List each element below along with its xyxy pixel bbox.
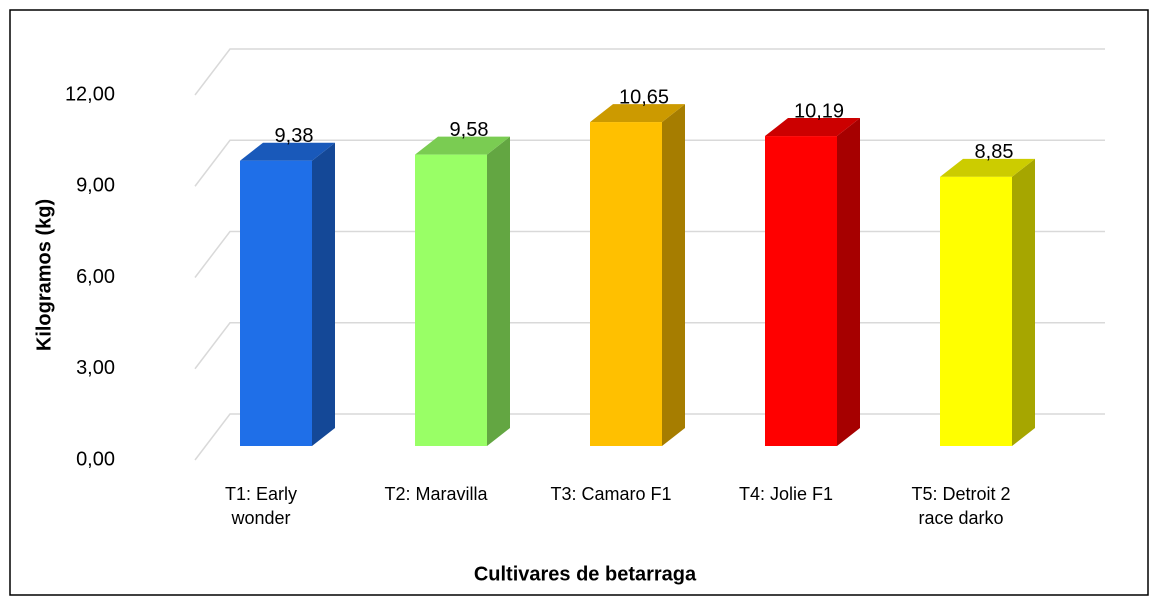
bar-side (662, 104, 685, 446)
bar-front (240, 160, 312, 447)
value-label: 8,85 (975, 141, 1014, 163)
x-tick-label: T3: Camaro F1 (550, 484, 672, 504)
bar-top (240, 142, 335, 161)
y-tick-label: 9,00 (76, 175, 115, 197)
x-tick-label: T1: Early wonder (224, 484, 298, 528)
bar-side (837, 118, 860, 446)
bar-front (415, 154, 487, 446)
bar-front (590, 122, 662, 446)
y-axis-title: Kilogramos (kg) (33, 199, 55, 351)
grid-line (194, 48, 1105, 96)
x-tick-label-box: T2: Maravilla (384, 484, 488, 504)
y-tick-label: 3,00 (76, 357, 115, 379)
x-tick-label-box: T5: Detroit 2 race darko (911, 484, 1011, 528)
y-tick-label: 6,00 (76, 266, 115, 288)
value-label: 10,19 (794, 100, 844, 122)
value-label: 9,38 (275, 125, 314, 147)
value-label: 9,58 (450, 119, 489, 141)
bar (415, 136, 510, 446)
x-tick-label: T5: Detroit 2 race darko (911, 484, 1011, 528)
bar-side (312, 142, 335, 447)
bar-top (765, 118, 860, 137)
bar (940, 158, 1035, 446)
x-tick-label: T2: Maravilla (384, 484, 488, 504)
bar (240, 142, 335, 447)
bar-top (590, 104, 685, 123)
bar-front (765, 136, 837, 446)
y-tick-label: 12,00 (65, 83, 115, 105)
bar (765, 118, 860, 446)
bar-side (1012, 158, 1035, 446)
x-tick-label-box: T3: Camaro F1 (550, 484, 672, 504)
bar-top (940, 158, 1035, 177)
x-tick-label-box: T1: Early wonder (224, 484, 298, 528)
x-axis-title: Cultivares de betarraga (474, 563, 697, 585)
bar-side (487, 136, 510, 446)
x-tick-label-box: T4: Jolie F1 (738, 484, 834, 504)
bar (590, 104, 685, 446)
x-tick-label: T4: Jolie F1 (738, 484, 834, 504)
bar-top (415, 136, 510, 155)
bar-front (940, 176, 1012, 446)
value-label: 10,65 (619, 86, 669, 108)
y-tick-label: 0,00 (76, 448, 115, 470)
